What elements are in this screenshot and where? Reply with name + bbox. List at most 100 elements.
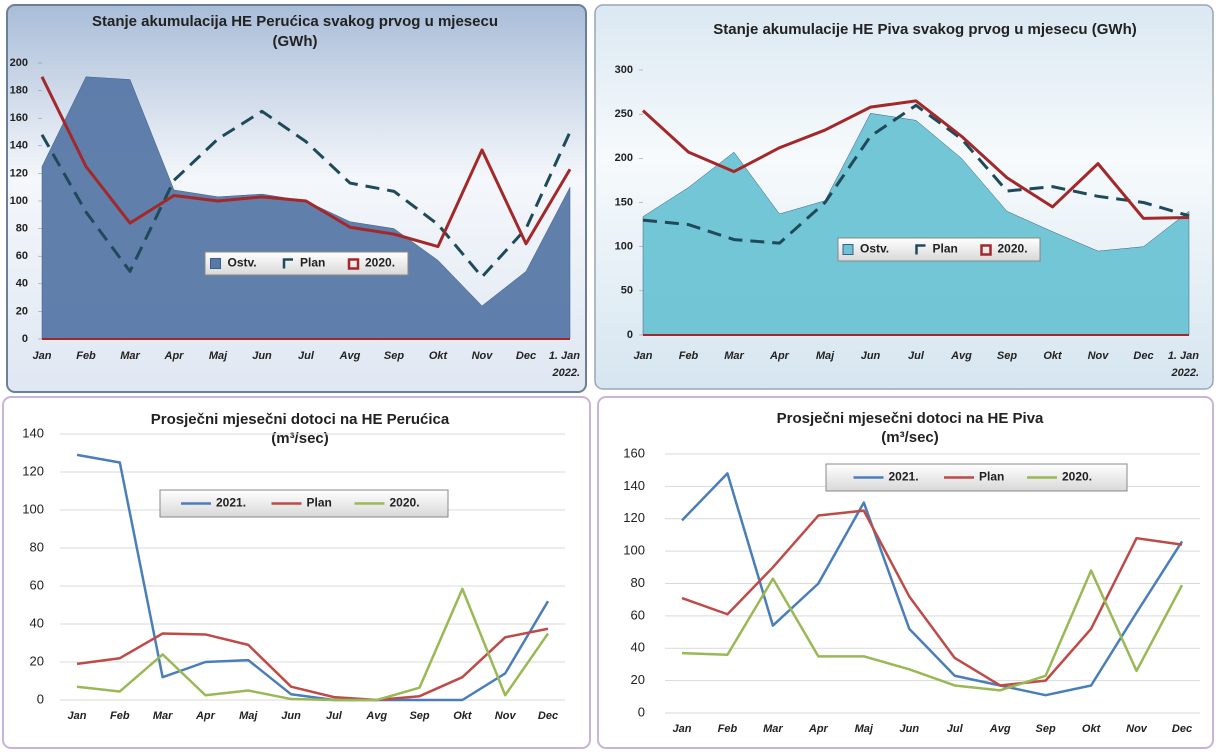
x-tick-label: Sep [384,350,404,362]
x-tick-label: Dec [516,350,536,362]
y-tick-label: 300 [615,64,633,76]
line [76,627,549,702]
x-tick-label: Feb [76,350,96,362]
x-tick-label: Jun [861,350,881,362]
y-tick-label: 100 [10,195,28,207]
x-tick-label: Dec [538,710,558,722]
y-tick-label: 60 [631,607,645,622]
x-tick-label: Sep [997,350,1017,362]
legend-label: Plan [933,242,958,256]
line [641,99,1190,220]
y-tick-label: 0 [627,329,633,341]
y-tick-label: 60 [30,577,44,592]
x-tick-label: Maj [209,350,228,362]
chart-title: (GWh) [273,33,318,50]
chart-title: Prosječni mjesečni dotoci na HE Perućica [151,411,450,428]
y-tick-label: 200 [10,57,28,69]
legend-label: 2020. [365,256,395,270]
y-tick-label: 140 [22,425,44,440]
y-tick-label: 40 [16,278,28,290]
x-tick-label: Jan [634,350,653,362]
legend-marker [915,244,926,255]
x-tick-label: Okt [453,710,473,722]
x-tick-label: 1. Jan 2022. [1168,350,1199,379]
legend-label: 2021. [889,470,919,484]
y-tick-label: 180 [10,85,28,97]
legend-label: Plan [979,470,1004,484]
y-tick-label: 140 [10,140,28,152]
x-tick-label: Feb [718,723,738,735]
chart-title: Stanje akumulacije HE Piva svakog prvog … [713,21,1136,38]
x-tick-label: 1. Jan 2022. [549,350,580,379]
line [76,587,550,702]
line [40,109,572,279]
y-tick-label: 20 [16,305,28,317]
x-tick-label: Nov [495,710,517,722]
x-tick-label: Jul [298,350,315,362]
area [41,76,571,340]
y-tick-label: 80 [16,223,28,235]
x-tick-label: Nov [1126,723,1148,735]
legend-label: 2021. [216,496,246,510]
y-tick-label: 0 [638,704,645,719]
y-tick-label: 20 [631,672,645,687]
x-tick-label: Dec [1133,350,1153,362]
x-tick-label: Mar [153,710,173,722]
y-tick-label: 140 [623,478,645,493]
y-tick-label: 50 [621,285,633,297]
x-tick-label: Sep [1036,723,1056,735]
y-tick-label: 200 [615,152,633,164]
legend-label: Plan [307,496,332,510]
x-tick-label: Maj [816,350,835,362]
panel [597,396,1214,749]
x-tick-label: Avg [950,350,972,362]
y-tick-label: 20 [30,653,44,668]
y-tick-label: 120 [623,510,645,525]
x-tick-label: Mar [763,723,783,735]
x-tick-label: Sep [409,710,429,722]
x-tick-label: Feb [110,710,130,722]
x-tick-label: Dec [1172,723,1192,735]
y-tick-label: 80 [30,539,44,554]
x-tick-label: Mar [120,350,140,362]
panel [2,396,591,749]
legend-marker [980,244,992,256]
x-tick-label: Okt [429,350,449,362]
x-tick-label: Jul [908,350,925,362]
legend-marker [842,244,854,255]
area [642,113,1190,336]
x-tick-label: Okt [1043,350,1063,362]
x-tick-label: Jan [33,350,52,362]
line [681,569,1184,692]
y-tick-label: 100 [22,501,44,516]
x-tick-label: Apr [195,710,216,722]
x-tick-label: Jul [947,723,964,735]
y-tick-label: 80 [631,575,645,590]
x-tick-label: Jun [899,723,919,735]
x-tick-label: Nov [472,350,494,362]
y-tick-label: 0 [22,333,28,345]
line [76,453,550,702]
legend-label: Plan [300,256,325,270]
x-tick-label: Apr [808,723,829,735]
y-tick-label: 100 [615,241,633,253]
x-tick-label: Okt [1082,723,1102,735]
y-tick-label: 160 [623,445,645,460]
line [642,103,1190,245]
legend-label: 2020. [390,496,420,510]
legend-label: 2020. [1062,470,1092,484]
x-tick-label: Mar [724,350,744,362]
y-tick-label: 0 [37,691,44,706]
legend-label: 2020. [998,242,1028,256]
y-tick-label: 120 [22,463,44,478]
x-tick-label: Jan [68,710,87,722]
y-tick-label: 40 [30,615,44,630]
x-tick-label: Avg [365,710,387,722]
y-tick-label: 160 [10,112,28,124]
line [681,472,1184,697]
y-tick-label: 250 [615,108,633,120]
x-tick-label: Maj [855,723,874,735]
legend-label: Ostv. [228,256,257,270]
y-tick-label: 40 [631,640,645,655]
